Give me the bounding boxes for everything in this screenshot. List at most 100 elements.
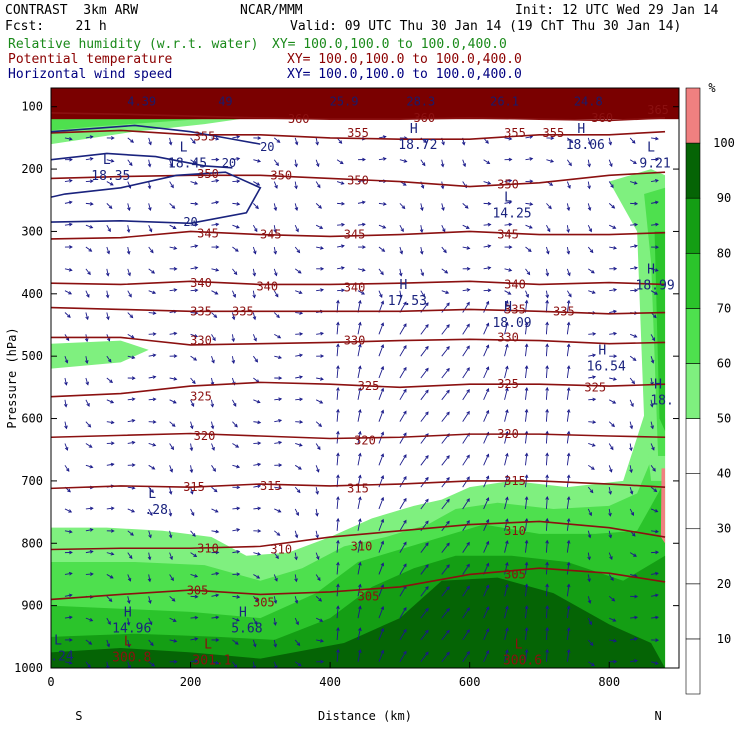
wind-arrow bbox=[525, 584, 528, 597]
colorbar-label: 80 bbox=[717, 246, 731, 260]
theta-contour-355 bbox=[51, 129, 666, 140]
wind-arrow-head bbox=[403, 454, 407, 458]
wind-arrow bbox=[566, 387, 570, 400]
wind-arrow-head bbox=[315, 141, 319, 146]
wind-arrow bbox=[587, 508, 592, 516]
wind-arrow-head bbox=[655, 178, 659, 183]
wind-arrow bbox=[483, 541, 489, 553]
wind-arrow bbox=[232, 158, 240, 161]
wind-arrow-head bbox=[69, 157, 73, 162]
wind-arrow bbox=[650, 290, 658, 295]
wind-arrow-head bbox=[566, 365, 571, 370]
wind-arrow bbox=[420, 268, 424, 276]
wind-arrow-head bbox=[566, 321, 571, 326]
colorbar-cell bbox=[685, 638, 701, 695]
wind-arrow bbox=[336, 453, 339, 466]
wind-arrow-head bbox=[403, 563, 407, 568]
wind-arrow-head bbox=[320, 288, 325, 292]
wind-arrow bbox=[211, 443, 215, 451]
theta-contour-310 bbox=[51, 520, 666, 551]
wind-arrow-head bbox=[110, 441, 115, 446]
wind-arrow-head bbox=[567, 272, 571, 277]
wind-arrow bbox=[483, 245, 491, 248]
wind-arrow bbox=[232, 661, 237, 668]
wind-arrow-head bbox=[194, 594, 199, 599]
speed-extremum-letter: H bbox=[647, 262, 655, 277]
wind-arrow-head bbox=[320, 246, 324, 250]
wind-arrow bbox=[587, 596, 591, 604]
wind-arrow-head bbox=[587, 185, 591, 190]
wind-arrow bbox=[399, 268, 402, 276]
wind-arrow bbox=[462, 324, 470, 335]
wind-arrow bbox=[588, 268, 595, 274]
speed-extremum-letter: L bbox=[504, 191, 512, 206]
wind-arrow-head bbox=[257, 420, 262, 425]
wind-arrow-head bbox=[507, 291, 512, 295]
wind-arrow bbox=[504, 606, 508, 619]
wind-arrow-head bbox=[173, 639, 178, 643]
colorbar-cell bbox=[685, 583, 701, 640]
wind-arrow-head bbox=[462, 163, 467, 168]
wind-arrow-head bbox=[89, 528, 94, 532]
wind-arrow-head bbox=[485, 344, 490, 349]
wind-arrow-head bbox=[566, 250, 571, 255]
colorbar-cell bbox=[685, 252, 701, 309]
wind-arrow-head bbox=[172, 400, 177, 404]
wind-arrow bbox=[399, 389, 407, 401]
wind-arrow-head bbox=[320, 354, 325, 358]
wind-arrow-head bbox=[127, 600, 131, 604]
wind-arrow bbox=[253, 463, 261, 466]
wind-arrow-head bbox=[446, 389, 450, 394]
wind-arrow bbox=[336, 627, 339, 640]
wind-arrow bbox=[587, 552, 590, 560]
wind-arrow bbox=[483, 650, 489, 662]
theta-label: 335 bbox=[190, 304, 212, 318]
wind-arrow-head bbox=[236, 595, 241, 599]
wind-arrow bbox=[525, 366, 528, 379]
wind-arrow bbox=[462, 345, 470, 357]
wind-arrow-head bbox=[85, 381, 89, 386]
wind-arrow bbox=[273, 552, 279, 559]
wind-arrow-head bbox=[466, 288, 471, 292]
top-band-label: 4.39 bbox=[127, 94, 156, 108]
wind-arrow bbox=[148, 398, 156, 401]
wind-arrow-head bbox=[442, 228, 446, 233]
wind-arrow-head bbox=[398, 272, 403, 277]
colorbar-cell bbox=[685, 197, 701, 254]
wind-arrow-head bbox=[382, 225, 387, 229]
wind-arrow bbox=[357, 322, 361, 335]
wind-arrow-head bbox=[128, 293, 132, 298]
wind-arrow-head bbox=[380, 540, 385, 545]
wind-arrow bbox=[399, 542, 407, 553]
wind-arrow-head bbox=[466, 563, 470, 568]
wind-arrow-head bbox=[505, 583, 509, 588]
wind-arrow-head bbox=[380, 300, 385, 305]
wind-arrow-head bbox=[274, 577, 278, 582]
wind-arrow bbox=[148, 574, 151, 582]
wind-arrow bbox=[169, 465, 173, 473]
wind-arrow bbox=[148, 181, 151, 189]
wind-arrow-head bbox=[634, 594, 639, 599]
wind-arrow bbox=[337, 202, 345, 205]
wind-arrow bbox=[608, 487, 612, 495]
field-theta-xy: XY= 100.0,100.0 to 100.0,400.0 bbox=[287, 52, 522, 67]
wind-arrow bbox=[232, 246, 239, 252]
wind-arrow bbox=[315, 443, 321, 450]
wind-arrow-head bbox=[487, 201, 492, 206]
wind-arrow-head bbox=[336, 474, 340, 479]
wind-arrow bbox=[587, 137, 591, 145]
wind-arrow-head bbox=[361, 200, 366, 205]
wind-arrow bbox=[336, 562, 339, 575]
wind-arrow-head bbox=[298, 466, 302, 470]
theta-label: 315 bbox=[183, 480, 205, 494]
wind-arrow bbox=[609, 246, 617, 249]
wind-arrow bbox=[545, 387, 548, 400]
wind-arrow-head bbox=[566, 207, 571, 212]
theta-label: 325 bbox=[358, 379, 380, 393]
init-time: Init: 12 UTC Wed 29 Jan 14 bbox=[515, 3, 719, 18]
wind-arrow bbox=[587, 486, 594, 493]
wind-arrow-head bbox=[425, 454, 429, 459]
wind-arrow bbox=[566, 409, 570, 422]
wind-arrow bbox=[274, 530, 280, 536]
wind-arrow-head bbox=[545, 343, 549, 348]
